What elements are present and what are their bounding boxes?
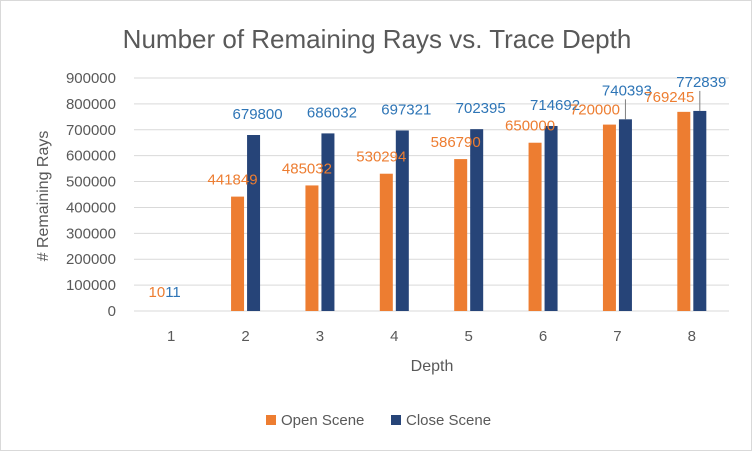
x-axis-label: Depth [411, 358, 454, 375]
legend-swatch [266, 415, 276, 425]
x-tick-label: 8 [688, 328, 696, 345]
data-label-close-scene: 679800 [233, 106, 283, 123]
y-tick-label: 300000 [66, 225, 116, 242]
x-tick-label: 3 [316, 328, 324, 345]
y-tick-label: 100000 [66, 277, 116, 294]
data-label-open-scene: 586790 [431, 134, 481, 151]
legend-label: Close Scene [406, 412, 491, 429]
x-tick-label: 1 [167, 328, 175, 345]
x-tick-label: 7 [613, 328, 621, 345]
bar-open-scene [677, 111, 691, 311]
bar-open-scene [305, 185, 319, 311]
y-tick-label: 800000 [66, 96, 116, 113]
bar-open-scene [602, 124, 616, 311]
y-tick-label: 600000 [66, 148, 116, 165]
legend-label: Open Scene [281, 412, 364, 429]
y-tick-label: 0 [108, 303, 116, 320]
bar-open-scene [379, 173, 393, 311]
data-label-open-scene: 485032 [282, 160, 332, 177]
data-labels: 10 11 441849 679800 485032 686032 530294 697321… [149, 74, 727, 301]
legend: Open Scene Close Scene [266, 412, 491, 429]
legend-swatch [391, 415, 401, 425]
x-tick-label: 2 [241, 328, 249, 345]
data-label-open-scene: 720000 [570, 102, 620, 119]
data-label-close-scene: 11 [165, 284, 181, 301]
bar-open-scene [231, 196, 245, 311]
data-label-close-scene: 740393 [602, 82, 652, 99]
bar-close-scene [247, 135, 261, 311]
y-tick-label: 900000 [66, 70, 116, 87]
bar-open-scene [528, 142, 542, 311]
x-axis-ticks: 1 2 3 4 5 6 7 8 [167, 328, 696, 345]
bar-close-scene [618, 119, 632, 311]
y-tick-label: 500000 [66, 174, 116, 191]
gridlines [134, 77, 729, 312]
x-tick-label: 6 [539, 328, 547, 345]
data-label-close-scene: 686032 [307, 104, 357, 121]
data-label-open-scene: 530294 [356, 149, 406, 166]
y-axis-label: # Remaining Rays [35, 131, 52, 262]
chart-title: Number of Remaining Rays vs. Trace Depth [123, 24, 632, 54]
bars [156, 110, 707, 312]
y-tick-label: 400000 [66, 199, 116, 216]
data-label-close-scene: 702395 [456, 100, 506, 117]
y-tick-label: 700000 [66, 122, 116, 139]
data-label-close-scene: 697321 [381, 101, 431, 118]
x-tick-label: 4 [390, 328, 398, 345]
data-label-open-scene: 769245 [644, 89, 694, 106]
data-label-close-scene: 714692 [530, 97, 580, 114]
y-axis-ticks: 0 100000 200000 300000 400000 500000 600000 700… [66, 70, 116, 320]
bar-open-scene [454, 159, 468, 311]
bar-close-scene [544, 125, 558, 311]
x-tick-label: 5 [465, 328, 473, 345]
data-label-close-scene: 772839 [676, 74, 726, 91]
data-label-open-scene: 10 [149, 284, 166, 301]
bar-close-scene [470, 129, 484, 311]
bar-close-scene [693, 110, 707, 312]
y-tick-label: 200000 [66, 251, 116, 268]
data-label-open-scene: 650000 [505, 118, 555, 135]
bar-close-scene [395, 130, 409, 311]
data-label-open-scene: 441849 [208, 172, 258, 189]
bar-close-scene [321, 133, 335, 311]
